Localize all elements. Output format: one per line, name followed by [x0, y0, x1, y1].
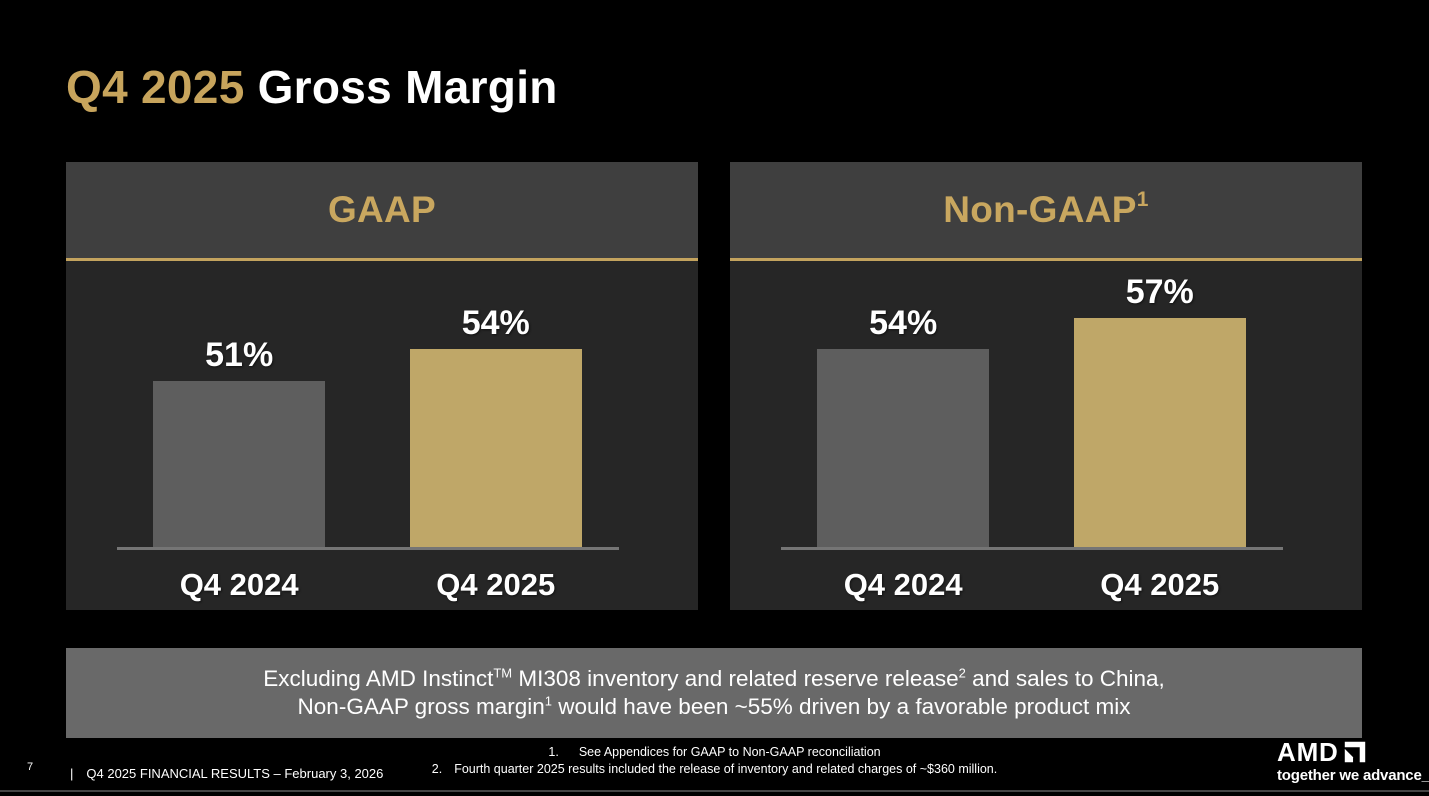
amd-logo: AMD together we advance_: [1277, 739, 1429, 784]
x-axis-line: [780, 547, 1283, 550]
footer-text: Q4 2025 FINANCIAL RESULTS – February 3, …: [86, 766, 384, 781]
footnote-item: 2. Fourth quarter 2025 results included t…: [0, 761, 1429, 778]
title-rest: Gross Margin: [257, 61, 558, 113]
gaap-panel-title: GAAP: [327, 189, 437, 230]
amd-logo-row: AMD: [1277, 739, 1429, 765]
chart-bar-q4-2024: [817, 349, 990, 547]
chart-bar-q4-2025: [1073, 318, 1246, 547]
non-gaap-panel-header: Non-GAAP 1: [730, 162, 1362, 261]
bar-value-label: 54%: [869, 304, 938, 342]
category-label: Q4 2024: [179, 566, 299, 602]
amd-tagline: together we advance_: [1277, 767, 1429, 784]
x-axis-line: [116, 547, 619, 550]
category-label: Q4 2025: [436, 566, 556, 602]
footnote-text: See Appendices for GAAP to Non-GAAP reco…: [578, 745, 881, 759]
footnote-item: 1. See Appendices for GAAP to Non-GAAP re…: [0, 744, 1429, 761]
footer-divider: |: [70, 766, 74, 781]
note-line-2: Non-GAAP gross margin1 would have been ~…: [297, 693, 1131, 719]
page-title: Q4 2025 Gross Margin: [66, 62, 558, 113]
gaap-panel: GAAP 51% Q4 2024 54% Q4 2025: [66, 162, 698, 610]
non-gaap-panel-title: Non-GAAP: [943, 189, 1137, 230]
amd-logotype: AMD: [1277, 737, 1339, 767]
non-gaap-panel: Non-GAAP 1 54% Q4 2024 57% Q4 2025: [730, 162, 1362, 610]
footnote-number: 2.: [431, 762, 443, 776]
category-label: Q4 2025: [1100, 566, 1220, 602]
footnotes-block: 1. See Appendices for GAAP to Non-GAAP re…: [0, 744, 1429, 778]
amd-arrow-icon: [1344, 741, 1365, 763]
footer-page-number: 7: [27, 761, 34, 773]
note-line-1: Excluding AMD InstinctTM MI308 inventory…: [263, 665, 1165, 691]
bar-value-label: 51%: [205, 336, 274, 374]
footer-title: | Q4 2025 FINANCIAL RESULTS – February 3,…: [70, 766, 383, 781]
title-highlight: Q4 2025: [66, 61, 245, 113]
gaap-panel-header: GAAP: [66, 162, 698, 261]
bar-value-label: 57%: [1125, 273, 1194, 311]
slide-bottom-divider: [0, 790, 1429, 792]
non-gaap-chart-area: 54% Q4 2024 57% Q4 2025: [730, 261, 1362, 610]
chart-bar-q4-2025: [409, 349, 582, 547]
chart-bar-q4-2024: [153, 381, 326, 547]
footnote-text: Fourth quarter 2025 results included the…: [454, 762, 998, 776]
gaap-chart-area: 51% Q4 2024 54% Q4 2025: [66, 261, 698, 610]
bar-value-label: 54%: [461, 304, 530, 342]
footnote-number: 1.: [548, 745, 559, 759]
category-label: Q4 2024: [843, 566, 963, 602]
note-box: Excluding AMD InstinctTM MI308 inventory…: [66, 648, 1362, 738]
